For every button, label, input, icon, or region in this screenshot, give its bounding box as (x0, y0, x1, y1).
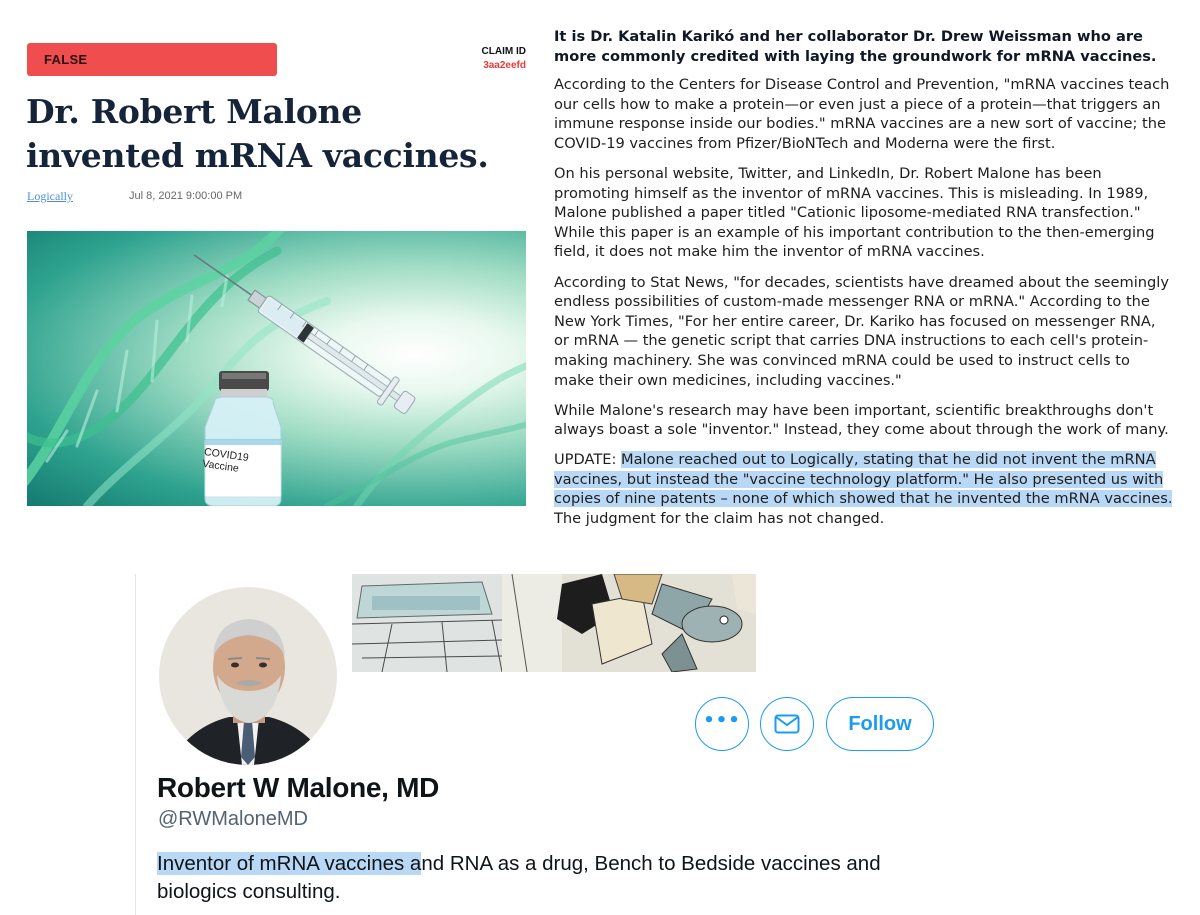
bio-highlighted-text: Inventor of mRNA vaccines a (157, 852, 422, 875)
lead-paragraph: It is Dr. Katalin Karikó and her collabo… (554, 28, 1157, 65)
update-paragraph: UPDATE: Malone reached out to Logically,… (554, 450, 1174, 528)
claim-id-label: CLAIM ID (481, 46, 526, 57)
bio-text: nd RNA as a drug, Bench to Bedside vacci… (157, 852, 881, 903)
update-prefix: UPDATE: (554, 451, 622, 469)
article-headline: Dr. Robert Malone invented mRNA vaccines… (26, 92, 489, 175)
follow-button[interactable]: Follow (826, 697, 934, 751)
paragraph-malone-claim: On his personal website, Twitter, and Li… (554, 165, 1155, 261)
publish-date: Jul 8, 2021 9:00:00 PM (129, 190, 243, 202)
profile-display-name: Robert W Malone, MD (157, 772, 440, 803)
more-options-button[interactable]: ••• (695, 697, 749, 751)
profile-banner[interactable] (352, 574, 756, 672)
profile-divider (135, 574, 136, 915)
verdict-badge: FALSE (27, 43, 277, 76)
paragraph-stat-news: According to Stat News, "for decades, sc… (554, 273, 1169, 389)
claim-id-value: 3aa2eefd (483, 60, 526, 71)
mail-icon (774, 714, 800, 734)
profile-bio: Inventor of mRNA vaccines and RNA as a d… (157, 850, 917, 906)
more-icon: ••• (703, 709, 741, 731)
paragraph-many-inventors: While Malone's research may have been im… (554, 401, 1169, 439)
paragraph-cdc: According to the Centers for Disease Con… (554, 76, 1170, 152)
vaccine-hero-image (27, 231, 526, 506)
message-button[interactable] (760, 697, 814, 751)
update-highlighted-text: Malone reached out to Logically, stating… (554, 451, 1173, 508)
profile-avatar[interactable] (156, 584, 340, 768)
update-suffix: The judgment for the claim has not chang… (554, 510, 885, 528)
profile-handle: @RWMaloneMD (158, 808, 308, 830)
author-link[interactable]: Logically (27, 189, 73, 203)
article-body: It is Dr. Katalin Karikó and her collabo… (554, 27, 1174, 539)
